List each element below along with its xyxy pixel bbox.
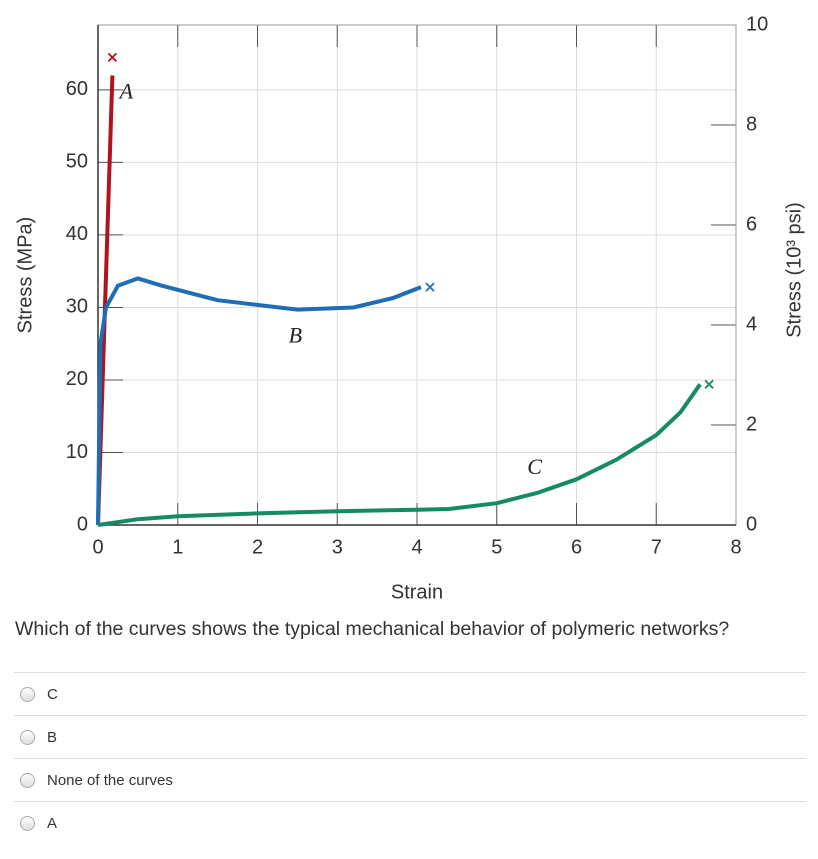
x-tick-label: 1 xyxy=(172,536,183,558)
break-marker xyxy=(425,282,435,292)
question: Which of the curves shows the typical me… xyxy=(15,618,730,640)
break-marker xyxy=(704,379,714,389)
x-tick-label: 0 xyxy=(92,536,103,558)
chart: Strain Stress (MPa) Stress (10³ psi) 0 1 2… xyxy=(14,13,805,603)
x-tick-label: 6 xyxy=(571,536,582,558)
answer-option[interactable]: A xyxy=(14,801,806,844)
break-marker xyxy=(107,52,117,63)
x-tick-label: 2 xyxy=(252,536,263,558)
y-tick-label: 40 xyxy=(66,223,88,245)
y-axis-label: Stress (MPa) xyxy=(14,217,36,334)
option-label[interactable]: A xyxy=(47,814,58,832)
x-tick-label: 4 xyxy=(411,536,422,558)
x-tick-label: 5 xyxy=(491,536,502,558)
series-line xyxy=(97,383,702,527)
answer-option[interactable]: C xyxy=(14,672,806,715)
options: C B None of the curves A xyxy=(14,672,806,844)
option-label[interactable]: None of the curves xyxy=(47,771,173,789)
x-axis-label: Strain xyxy=(391,581,443,603)
radio-button[interactable] xyxy=(20,686,35,702)
x-tick-label: 3 xyxy=(332,536,343,558)
y-tick-label: 30 xyxy=(66,296,88,318)
radio-button[interactable] xyxy=(20,772,35,788)
y-tick-label: 20 xyxy=(66,368,88,390)
series-line xyxy=(96,276,422,526)
option-label[interactable]: B xyxy=(47,728,58,746)
series-label: B xyxy=(289,323,302,348)
answer-option[interactable]: B xyxy=(14,715,806,758)
y2-tick-label: 6 xyxy=(746,213,757,235)
x-tick-label: 7 xyxy=(651,536,662,558)
y-tick-label: 50 xyxy=(66,151,88,173)
y2-tick-label: 2 xyxy=(746,413,757,435)
option-label[interactable]: C xyxy=(47,685,58,703)
radio-button[interactable] xyxy=(20,815,35,831)
radio-button[interactable] xyxy=(20,729,35,745)
y2-tick-label: 0 xyxy=(746,513,757,535)
y-tick-label: 0 xyxy=(77,513,88,535)
y2-tick-label: 10 xyxy=(746,13,768,35)
y2-tick-label: 4 xyxy=(746,313,757,335)
answer-option[interactable]: None of the curves xyxy=(14,758,806,801)
series-label: C xyxy=(527,454,542,479)
y-tick-label: 60 xyxy=(66,78,88,100)
y-tick-label: 10 xyxy=(66,441,88,463)
y2-axis-label: Stress (10³ psi) xyxy=(783,202,805,338)
x-tick-label: 8 xyxy=(730,536,741,558)
series-label: A xyxy=(118,78,134,103)
y2-tick-label: 8 xyxy=(746,113,757,135)
